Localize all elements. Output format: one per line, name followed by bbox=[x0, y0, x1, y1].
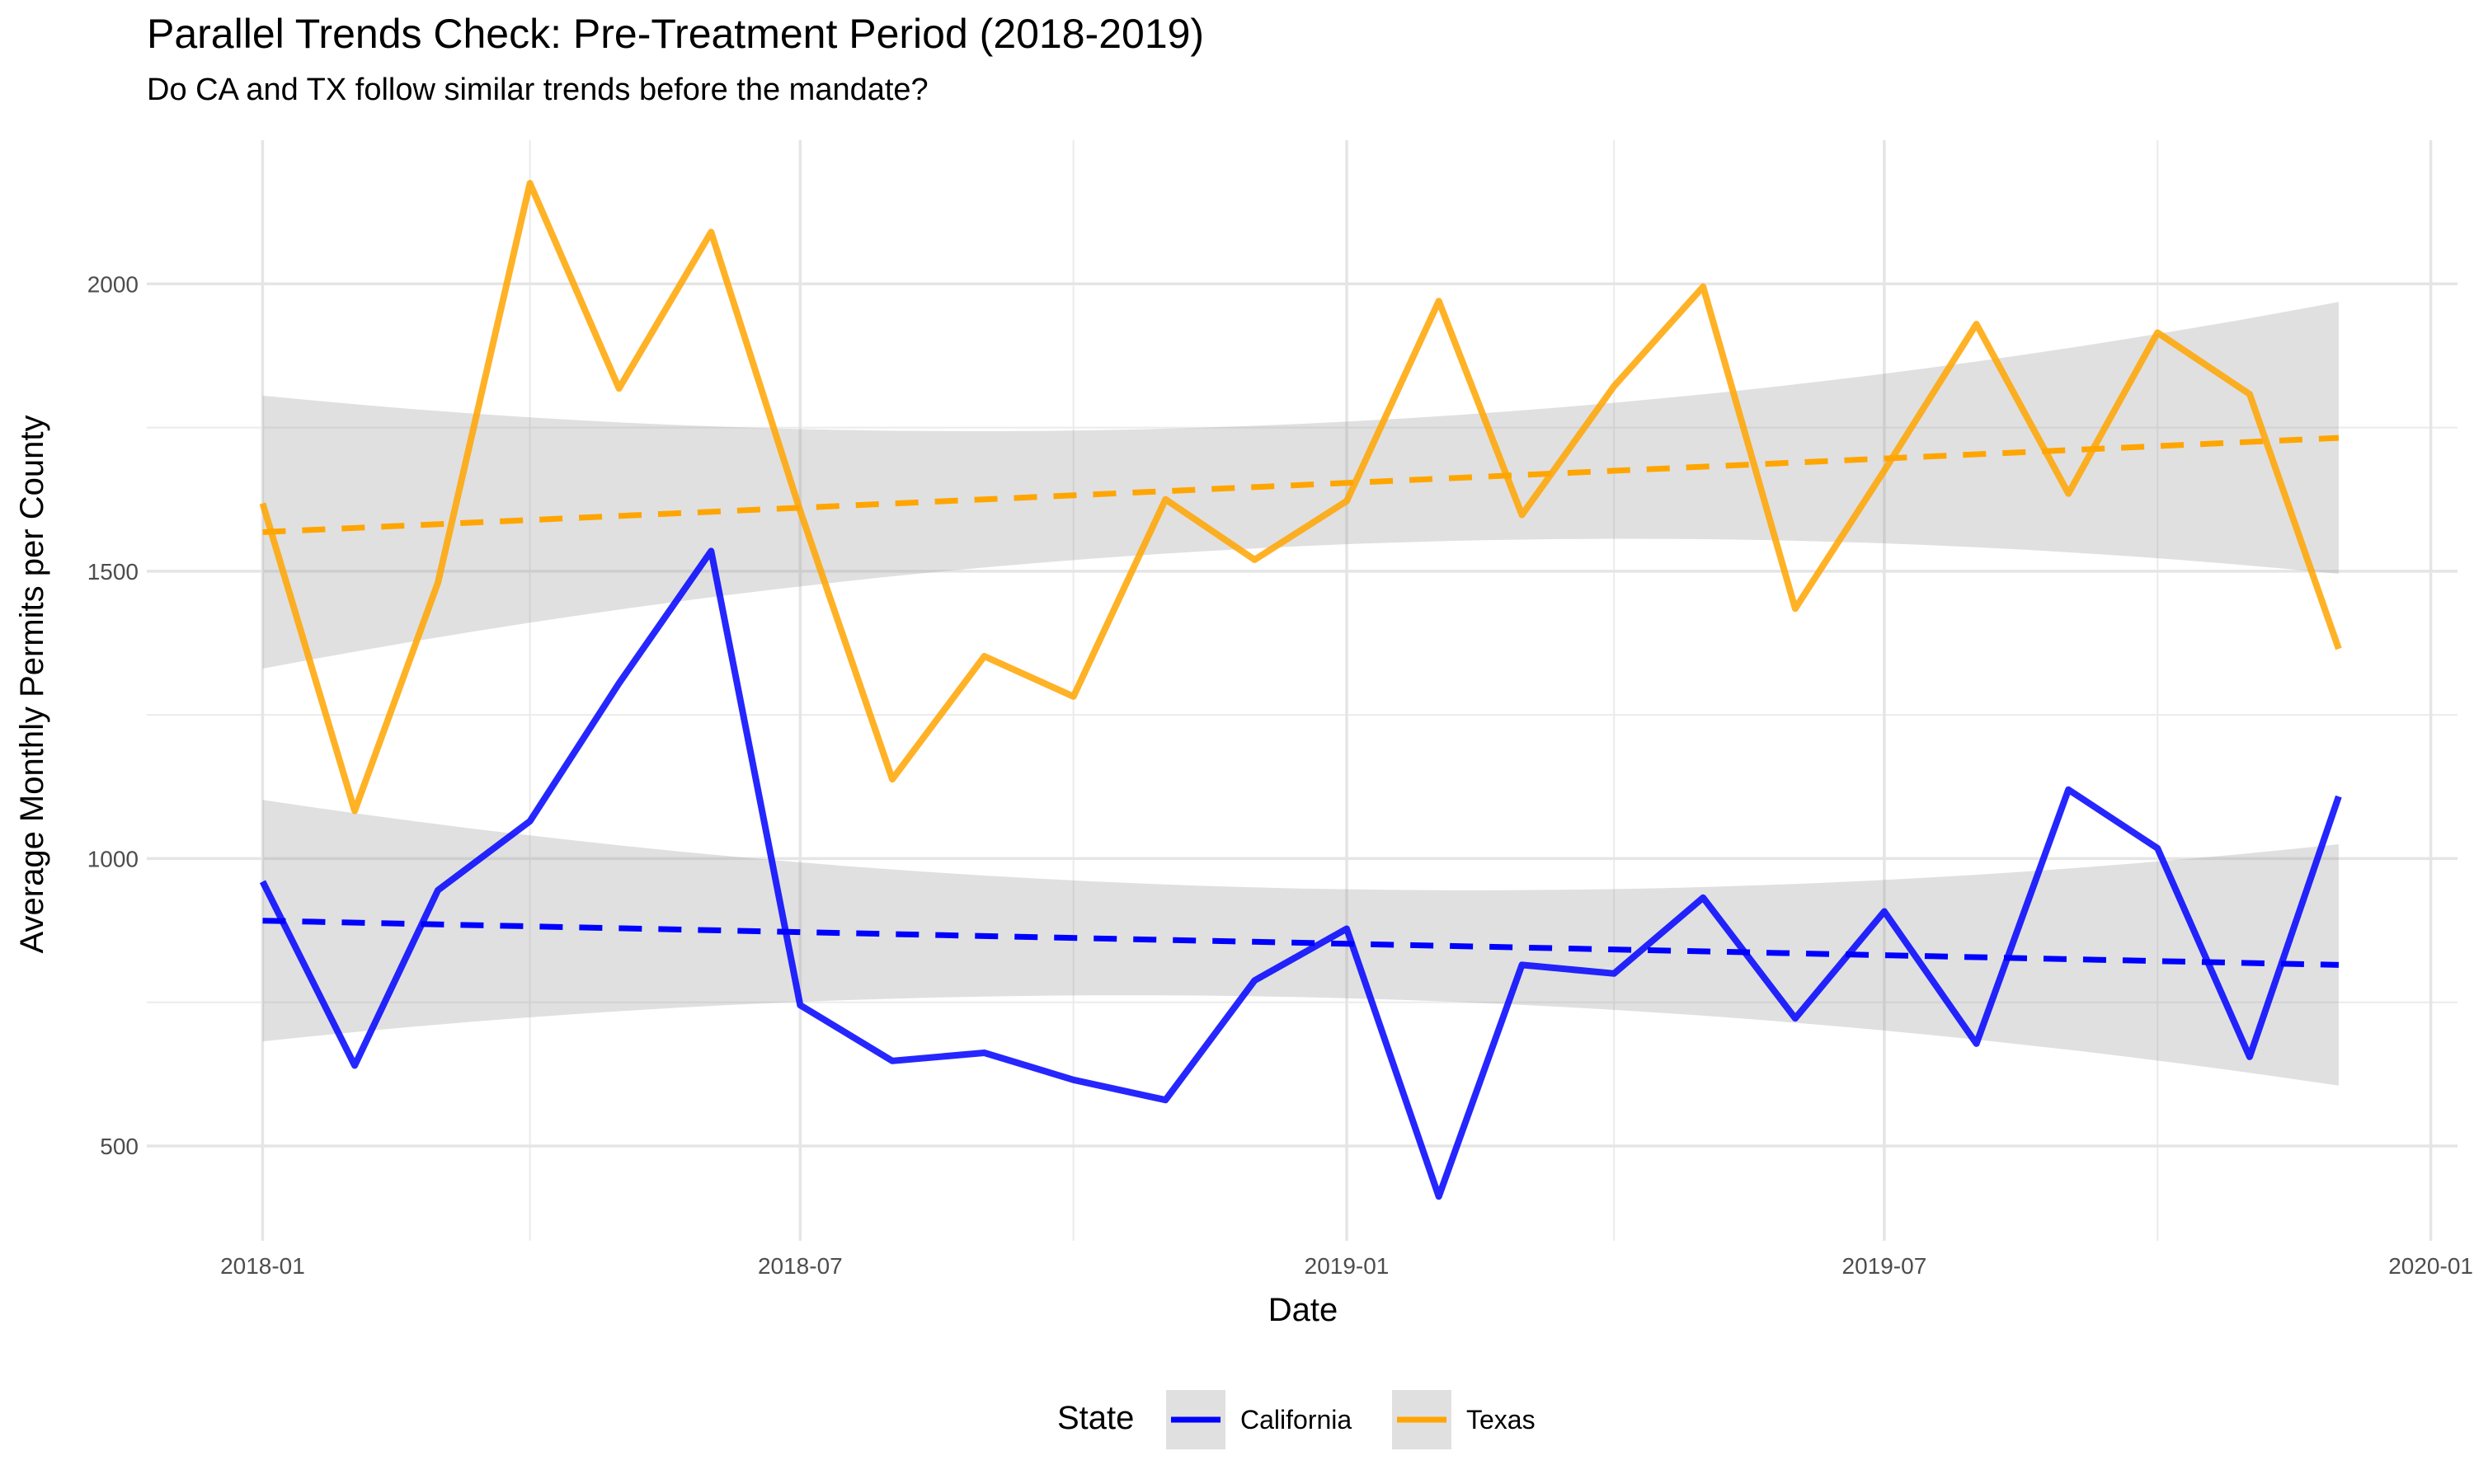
series-line-texas bbox=[259, 180, 2342, 815]
legend-title: State bbox=[1057, 1400, 1134, 1436]
x-tick-label: 2019-01 bbox=[1305, 1253, 1390, 1279]
y-tick-label: 500 bbox=[100, 1134, 139, 1159]
legend-label-california: California bbox=[1240, 1405, 1352, 1435]
trend-lines bbox=[262, 434, 2340, 968]
trend-line-texas bbox=[262, 434, 2340, 535]
trend-line-california bbox=[262, 918, 2340, 968]
legend-label-texas: Texas bbox=[1466, 1405, 1536, 1435]
y-tick-label: 1500 bbox=[87, 559, 139, 585]
legend: State California Texas bbox=[1057, 1390, 1536, 1449]
chart-title: Parallel Trends Check: Pre-Treatment Per… bbox=[147, 11, 1205, 57]
y-tick-label: 2000 bbox=[87, 271, 139, 297]
x-tick-label: 2018-07 bbox=[758, 1253, 843, 1279]
x-tick-label: 2020-01 bbox=[2388, 1253, 2473, 1279]
x-axis-label: Date bbox=[1268, 1292, 1338, 1328]
x-tick-label: 2018-01 bbox=[220, 1253, 305, 1279]
chart-subtitle: Do CA and TX follow similar trends befor… bbox=[147, 73, 929, 107]
x-axis-ticks: 2018-01 2018-07 2019-01 2019-07 2020-01 bbox=[220, 1253, 2473, 1279]
series-line-california bbox=[259, 547, 2342, 1200]
y-tick-label: 1000 bbox=[87, 846, 139, 871]
x-tick-label: 2019-07 bbox=[1842, 1253, 1927, 1279]
y-axis-ticks: 500 1000 1500 2000 bbox=[87, 271, 139, 1159]
grid-lines bbox=[147, 140, 2458, 1241]
series-lines bbox=[259, 180, 2342, 1200]
y-axis-label: Average Monthly Permits per County bbox=[14, 416, 50, 954]
